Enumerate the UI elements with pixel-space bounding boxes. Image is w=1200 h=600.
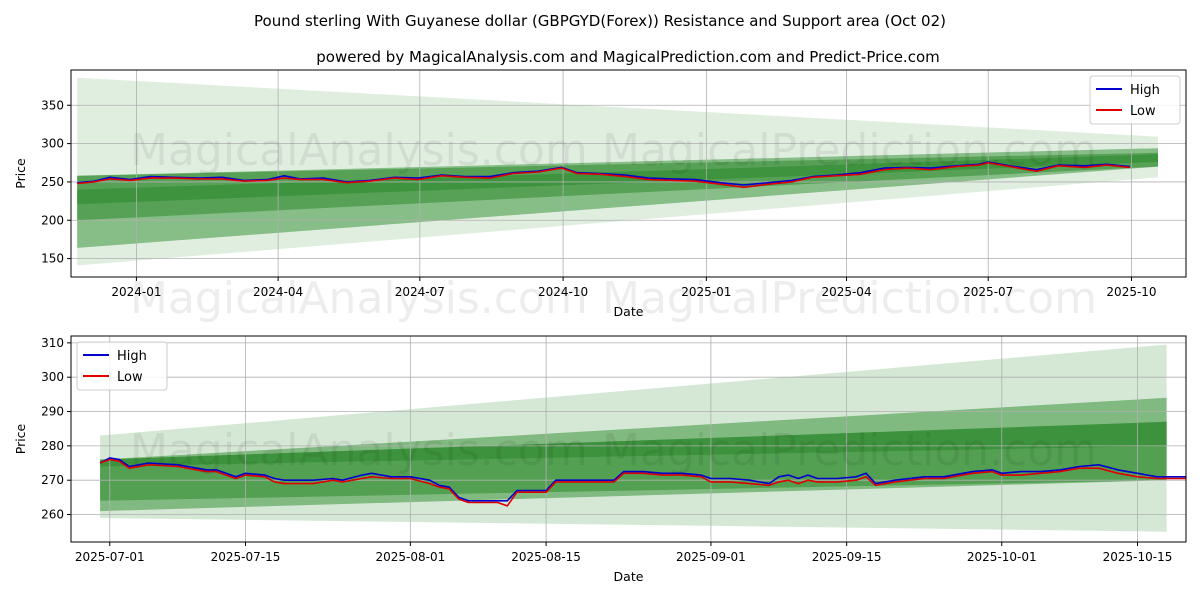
x-tick-label: 2025-07-15 [211,550,281,564]
x-tick-label: 2025-01 [681,285,731,299]
x-axis-label: Date [614,304,644,319]
series-low-line [99,458,1186,507]
x-tick-label: 2024-01 [111,285,161,299]
x-tick-label: 2024-07 [395,285,445,299]
watermark-prediction-top: MagicalPrediction.com [602,125,1097,176]
axes-frame [70,69,1187,278]
series-low-line [77,162,1130,189]
plot-area [71,336,1186,542]
y-tick-label: 310 [41,336,64,350]
chart-subtitle: powered by MagicalAnalysis.com and Magic… [316,48,940,66]
band-core [100,421,1167,467]
y-tick-label: 280 [41,439,64,453]
x-tick-label: 2025-07-01 [75,550,145,564]
x-tick-label: 2024-10 [538,285,588,299]
y-axis-label: Price [13,423,28,454]
y-tick-label: 200 [41,213,64,227]
legend: High Low [76,341,168,391]
y-axis-label: Price [13,158,28,189]
watermark-analysis-bottom: MagicalAnalysis.com [130,425,588,476]
chart-title: Pound sterling With Guyanese dollar (GBP… [254,12,946,30]
y-tick-label: 260 [41,508,64,522]
series-high-line [99,457,1186,502]
watermark-prediction-mid: MagicalPrediction.com [602,273,1097,324]
y-tick-label: 350 [41,98,64,112]
x-tick-label: 2025-07 [963,285,1013,299]
x-axis-label: Date [614,569,644,584]
y-tick-label: 300 [41,137,64,151]
y-tick-label: 150 [41,252,64,266]
top-panel: 150 200 250 300 350 2024-01 2024-04 2024-07 2024… [13,69,1187,319]
x-tick-label: 2025-10-01 [967,550,1037,564]
plot-area [71,70,1186,277]
y-tick-label: 250 [41,175,64,189]
x-tick-label: 2025-09-01 [676,550,746,564]
x-tick-label: 2025-08-01 [375,550,445,564]
x-tick-label: 2025-08-15 [511,550,581,564]
y-tick-label: 300 [41,370,64,384]
x-tick-label: 2025-04 [821,285,871,299]
legend-label-high: High [1130,83,1160,98]
legend-label-high: High [117,349,147,364]
x-tick-label: 2025-09-15 [812,550,882,564]
legend: High Low [1089,75,1181,125]
x-tick-label: 2025-10 [1106,285,1156,299]
y-tick-label: 270 [41,473,64,487]
band-core [77,154,1159,205]
x-tick-label: 2025-10-15 [1103,550,1173,564]
bottom-panel: 260 270 280 290 300 310 2025-07-01 2025-07-15 20… [13,335,1187,584]
legend-label-low: Low [117,370,143,385]
watermark-analysis-top: MagicalAnalysis.com [130,125,588,176]
x-tick-label: 2024-04 [253,285,303,299]
legend-label-low: Low [1130,104,1156,119]
axes-frame [70,335,1187,543]
watermark-analysis-mid: MagicalAnalysis.com [130,273,588,324]
watermark-prediction-bottom: MagicalPrediction.com [602,425,1097,476]
y-tick-label: 290 [41,405,64,419]
